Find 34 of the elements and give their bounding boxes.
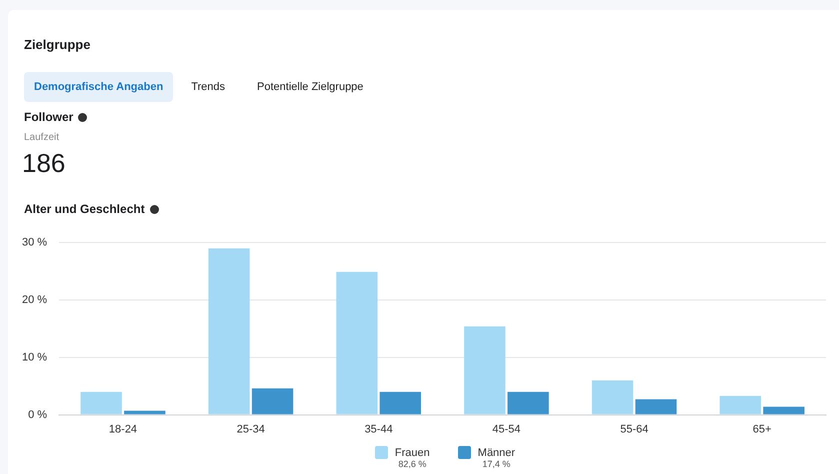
x-tick-label: 45-54 [492,423,521,436]
legend-label: Frauen [394,446,430,458]
bar [336,272,378,414]
x-tick-label: 55-64 [620,423,648,436]
text: 17,4 % [482,459,510,469]
legend-label: Männer [478,446,516,458]
x-tick-label: 18-24 [108,423,138,436]
text: Follower [24,110,74,124]
text: Demografische Angaben [24,72,174,102]
y-tick-label: 10 % [22,351,48,364]
bar [252,388,294,414]
x-tick-label: 35-44 [364,423,393,436]
bar [464,326,506,414]
x-tick-label: 65+ [752,423,772,436]
text: Potentielle Zielgruppe [257,81,364,93]
text: Trends [191,81,226,93]
bar [763,406,804,414]
bar [124,410,166,414]
bar [80,392,122,414]
text: 186 [22,148,66,179]
bar [208,248,250,414]
text: 82,6 % [398,459,426,469]
text: Laufzeit [24,132,60,143]
y-tick-label: 0 % [28,408,48,421]
bar [635,399,677,414]
bar [508,392,549,414]
x-tick-label: 25-34 [236,423,265,436]
bar [720,396,762,414]
bar [380,392,421,414]
y-tick-label: 20 % [22,294,48,306]
chart-title: Alter und Geschlecht [24,202,146,216]
text: Zielgruppe [24,37,90,52]
y-tick-label: 30 % [22,236,48,249]
bar [592,380,634,414]
